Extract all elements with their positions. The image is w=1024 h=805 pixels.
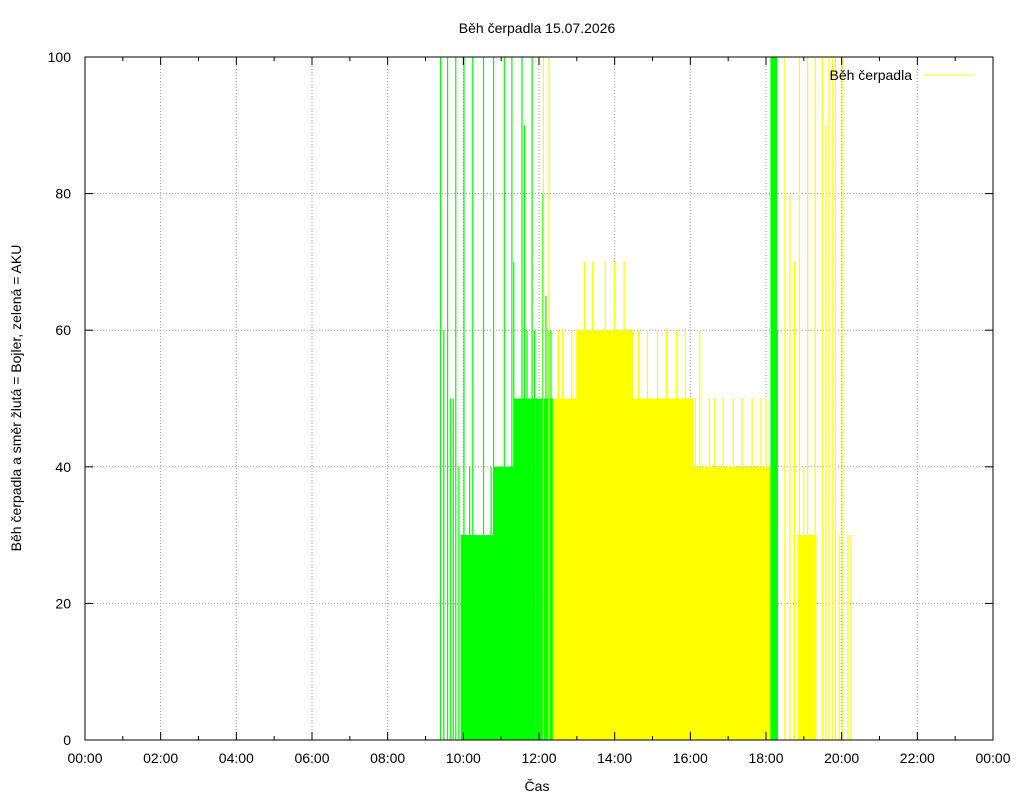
y-tick-label: 40: [55, 459, 71, 475]
x-tick-label: 18:00: [748, 750, 783, 766]
x-tick-label: 06:00: [294, 750, 329, 766]
y-axis-label: Běh čerpadla a směr žlutá = Bojler, zele…: [8, 245, 24, 552]
plot-marks: [440, 57, 852, 740]
x-tick-label: 00:00: [67, 750, 102, 766]
bar-band: [552, 398, 577, 740]
x-tick-label: 00:00: [975, 750, 1010, 766]
axis-ticks: 00:00 02:00 04:00 06:00 08:00 10:00 12:00 14:00…: [48, 49, 1011, 766]
bar-band: [693, 466, 772, 740]
y-tick-label: 80: [55, 186, 71, 202]
x-tick-label: 04:00: [219, 750, 254, 766]
x-tick-label: 20:00: [824, 750, 859, 766]
y-tick-label: 60: [55, 322, 71, 338]
y-tick-label: 0: [63, 732, 71, 748]
x-axis-label: Čas: [525, 778, 550, 794]
bar-band: [771, 57, 778, 740]
bar-band: [460, 535, 494, 740]
bar-band: [493, 466, 514, 740]
y-tick-label: 20: [55, 595, 71, 611]
x-tick-label: 22:00: [900, 750, 935, 766]
legend-label: Běh čerpadla: [829, 67, 912, 83]
x-tick-label: 14:00: [597, 750, 632, 766]
y-tick-label: 100: [48, 49, 72, 65]
x-tick-label: 08:00: [370, 750, 405, 766]
legend: Běh čerpadla: [829, 67, 974, 83]
x-tick-label: 10:00: [446, 750, 481, 766]
bar-band: [797, 535, 817, 740]
x-tick-label: 12:00: [521, 750, 556, 766]
x-tick-label: 16:00: [673, 750, 708, 766]
chart-title: Běh čerpadla 15.07.2026: [459, 20, 616, 36]
x-tick-label: 02:00: [143, 750, 178, 766]
bar-band: [535, 398, 553, 740]
